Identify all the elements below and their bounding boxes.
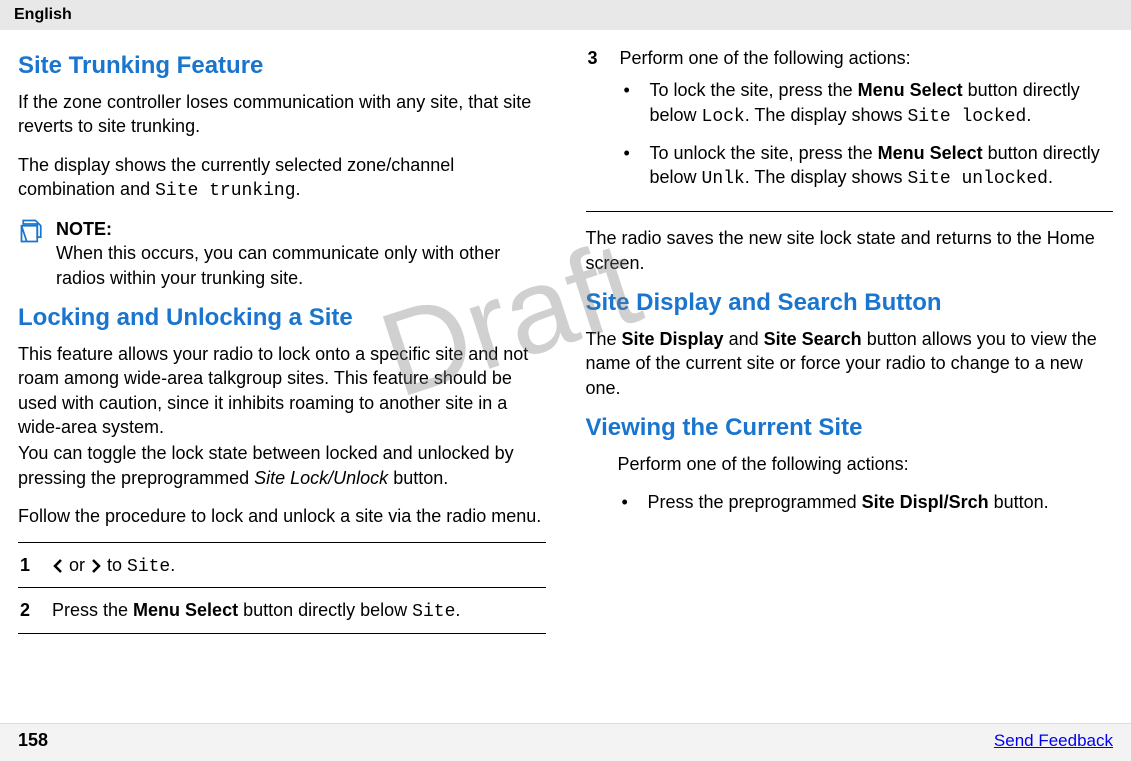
send-feedback-link[interactable]: Send Feedback [994,731,1113,751]
note-block: NOTE: When this occurs, you can communic… [18,217,546,290]
step-1-body: or to Site. [52,553,544,579]
step-1: 1 or to Site. [18,542,546,588]
bullet-dot-icon: • [624,78,636,129]
page-number: 158 [18,730,48,751]
mono-site-1: Site [127,557,170,577]
para-locking-2: You can toggle the lock state between lo… [18,441,546,490]
heading-site-display: Site Display and Search Button [586,289,1114,317]
para-locking-1: This feature allows your radio to lock o… [18,342,546,439]
mono-site-trunking: Site trunking [155,181,295,201]
note-text: When this occurs, you can communicate on… [56,243,500,287]
heading-locking: Locking and Unlocking a Site [18,304,546,332]
left-column: Site Trunking Feature If the zone contro… [18,46,546,634]
step-2-num: 2 [20,598,38,624]
bold-menu-select-2: Menu Select [858,80,963,100]
step-3-num: 3 [588,46,606,203]
bold-menu-select-3: Menu Select [878,143,983,163]
bullet-displ-srch: • Press the preprogrammed Site Displ/Src… [618,490,1114,514]
note-body: NOTE: When this occurs, you can communic… [56,217,546,290]
bullet-lock: • To lock the site, press the Menu Selec… [620,78,1112,129]
para-trunking-1: If the zone controller loses communicati… [18,90,546,139]
heading-viewing: Viewing the Current Site [586,414,1114,442]
steps-list-right: 3 Perform one of the following actions: … [586,46,1114,212]
italic-site-lock: Site Lock/Unlock [254,468,388,488]
note-icon [18,217,46,245]
chevron-left-icon [52,555,64,579]
mono-site-2: Site [412,602,455,622]
note-label: NOTE: [56,217,546,241]
viewing-block: Perform one of the following actions: • … [586,452,1114,515]
mono-unlk: Unlk [702,169,745,189]
page-content: Site Trunking Feature If the zone contro… [0,30,1131,634]
para-after-steps: The radio saves the new site lock state … [586,226,1114,275]
bullet-dot-icon: • [622,490,634,514]
step-3-body: Perform one of the following actions: • … [620,46,1112,203]
bold-site-display: Site Display [622,329,724,349]
bullet-dot-icon: • [624,141,636,192]
step-3: 3 Perform one of the following actions: … [586,46,1114,212]
bold-site-search: Site Search [764,329,862,349]
step-2-body: Press the Menu Select button directly be… [52,598,544,624]
bullet-unlock: • To unlock the site, press the Menu Sel… [620,141,1112,192]
bullet-displ-srch-body: Press the preprogrammed Site Displ/Srch … [648,490,1049,514]
mono-site-unlocked: Site unlocked [908,169,1048,189]
bullet-lock-body: To lock the site, press the Menu Select … [650,78,1112,129]
mono-lock: Lock [702,107,745,127]
para-site-display: The Site Display and Site Search button … [586,327,1114,400]
para-locking-3: Follow the procedure to lock and unlock … [18,504,546,528]
page-footer: 158 Send Feedback [0,723,1131,761]
bold-menu-select-1: Menu Select [133,600,238,620]
steps-list: 1 or to Site. 2 Press the Menu Select bu… [18,542,546,634]
step-3-bullets: • To lock the site, press the Menu Selec… [620,78,1112,191]
language-label: English [14,6,72,23]
heading-site-trunking: Site Trunking Feature [18,52,546,80]
step-2: 2 Press the Menu Select button directly … [18,588,546,633]
step-1-num: 1 [20,553,38,579]
mono-site-locked: Site locked [908,107,1027,127]
bullet-unlock-body: To unlock the site, press the Menu Selec… [650,141,1112,192]
chevron-right-icon [90,555,102,579]
step-3-text: Perform one of the following actions: [620,46,1112,70]
right-column: 3 Perform one of the following actions: … [586,46,1114,634]
para-trunking-2: The display shows the currently selected… [18,153,546,204]
para-viewing-intro: Perform one of the following actions: [618,452,1114,476]
bold-site-displ-srch: Site Displ/Srch [862,492,989,512]
page-header: English [0,0,1131,30]
